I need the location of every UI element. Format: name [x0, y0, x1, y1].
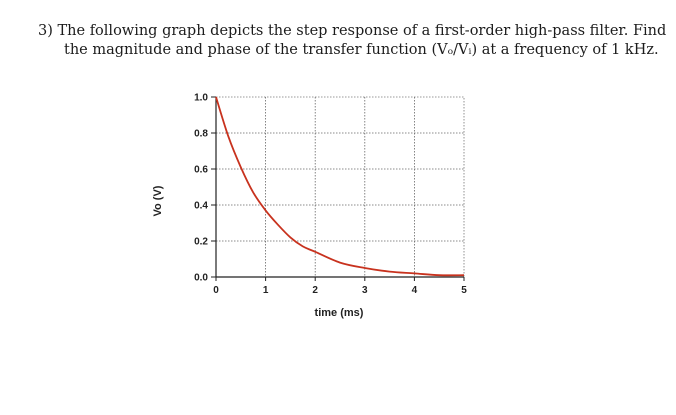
- x-tick-label: 0: [213, 285, 219, 296]
- x-axis-label: time (ms): [315, 307, 364, 319]
- plot-frame: [215, 96, 465, 278]
- question-line-1: 3) The following graph depicts the step …: [38, 23, 667, 39]
- x-tick-label: 1: [263, 285, 269, 296]
- series-line: [215, 96, 465, 277]
- x-tick-label: 5: [461, 285, 467, 296]
- x-tick-label: 3: [362, 285, 368, 296]
- y-tick-label: 0.0: [194, 273, 208, 284]
- question-text: 3) The following graph depicts the step …: [38, 22, 667, 60]
- y-tick-label: 1.0: [194, 93, 208, 104]
- chart-ticks: 0 1 2 3 4 5 0.0 0.2 0.4 0.6 0.8 1.0: [194, 93, 467, 297]
- chart-axes: [215, 97, 464, 278]
- y-tick-label: 0.4: [194, 201, 208, 212]
- chart-grid: [215, 96, 465, 278]
- y-tick-label: 0.6: [194, 165, 208, 176]
- y-tick-label: 0.2: [194, 237, 208, 248]
- x-tick-label: 2: [312, 285, 318, 296]
- y-tick-label: 0.8: [194, 129, 208, 140]
- chart-series: [215, 96, 465, 277]
- x-tick-label: 4: [412, 285, 418, 296]
- y-axis-label: Vo (V): [152, 185, 164, 216]
- question-line-2: the magnitude and phase of the transfer …: [64, 42, 659, 58]
